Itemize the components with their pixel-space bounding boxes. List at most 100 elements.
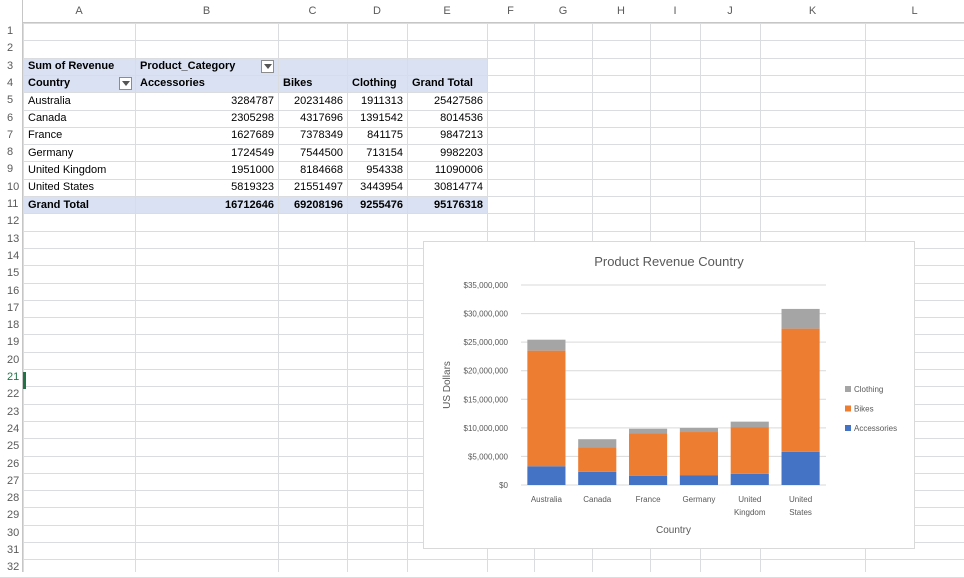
column-gridline [347,0,348,572]
row-header-2[interactable]: 2 [7,42,14,55]
pivot-value-cell[interactable]: 954338 [366,163,403,176]
pivot-value-cell[interactable]: 20231486 [294,94,343,107]
column-header-g[interactable]: G [558,5,568,17]
row-header-14[interactable]: 14 [7,249,20,262]
stacked-bar-chart[interactable]: Product Revenue Country $0 $5,000,000 $10,0… [423,241,915,549]
row-header-28[interactable]: 28 [7,492,20,505]
row-header-19[interactable]: 19 [7,336,20,349]
pivot-value-cell[interactable]: 3284787 [231,94,274,107]
row-header-29[interactable]: 29 [7,509,20,522]
row-header-21[interactable]: 21 [7,371,20,383]
pivot-value-cell[interactable]: 5819323 [231,181,274,194]
legend-label: Clothing [854,385,883,394]
row-header-30[interactable]: 30 [7,526,20,539]
row-header-17[interactable]: 17 [7,301,20,314]
row-header-11[interactable]: 11 [7,198,19,210]
pivot-row-label[interactable]: United States [28,181,95,194]
pivot-row-label[interactable]: Germany [28,146,74,159]
x-tick-label: Canada [583,495,612,504]
pivot-row-label[interactable]: United Kingdom [28,163,107,176]
pivot-value-cell[interactable]: 30814774 [434,181,483,194]
y-tick-label: $0 [499,481,508,490]
row-header-15[interactable]: 15 [7,267,20,280]
row-header-4[interactable]: 4 [7,76,14,89]
row-gridline [0,559,964,561]
row-header-1[interactable]: 1 [7,25,14,37]
row-header-9[interactable]: 9 [7,163,14,176]
row-header-18[interactable]: 18 [7,319,20,332]
row-header-25[interactable]: 25 [7,440,20,453]
pivot-total-cell[interactable]: 9255476 [360,198,403,211]
pivot-value-cell[interactable]: 841175 [367,129,403,142]
pivot-value-cell[interactable]: 11090006 [434,163,483,176]
pivot-col-header[interactable]: Bikes [283,77,313,90]
column-header-k[interactable]: K [808,5,817,17]
row-header-13[interactable]: 13 [7,232,20,245]
column-header-j[interactable]: J [727,5,733,17]
row-header-6[interactable]: 6 [7,111,14,124]
row-header-3[interactable]: 3 [7,59,14,72]
row-filter-dropdown[interactable] [119,76,132,90]
pivot-value-cell[interactable]: 4317696 [300,112,343,124]
row-header-27[interactable]: 27 [7,474,20,487]
row-header-24[interactable]: 24 [7,422,20,435]
bar-segment-clothing [730,421,769,428]
pivot-total-cell[interactable]: 16712646 [225,198,274,211]
row-header-23[interactable]: 23 [7,405,20,418]
pivot-value-cell[interactable]: 8184668 [300,163,343,176]
column-header-c[interactable]: C [308,5,317,17]
column-header-a[interactable]: A [75,5,83,17]
pivot-col-header[interactable]: Accessories [140,77,205,90]
pivot-total-cell[interactable]: 69208196 [294,198,343,211]
column-header-f[interactable]: F [507,5,514,17]
pivot-value-cell[interactable]: 1911313 [360,94,403,107]
pivot-value-cell[interactable]: 7544500 [300,146,343,159]
row-header-20[interactable]: 20 [7,353,20,366]
column-header-b[interactable]: B [202,5,211,17]
row-header-7[interactable]: 7 [7,128,14,141]
row-header-22[interactable]: 22 [7,388,20,401]
column-header-d[interactable]: D [373,5,381,17]
row-header-8[interactable]: 8 [7,146,14,159]
pivot-row-field[interactable]: Country [28,77,71,90]
pivot-column-field[interactable]: Product_Category [140,60,236,73]
row-header-16[interactable]: 16 [7,284,20,297]
row-gridline [0,576,964,578]
row-header-26[interactable]: 26 [7,457,20,470]
pivot-value-label[interactable]: Sum of Revenue [28,60,115,73]
row-header-10[interactable]: 10 [7,180,20,193]
pivot-value-cell[interactable]: 9847213 [440,129,483,142]
pivot-value-cell[interactable]: 9982203 [440,146,483,159]
pivot-col-header[interactable]: Grand Total [412,77,473,90]
pivot-value-cell[interactable]: 21551497 [294,181,343,194]
pivot-value-cell[interactable]: 3443954 [360,181,403,194]
row-header-31[interactable]: 31 [7,544,20,556]
pivot-total-cell[interactable]: 95176318 [434,198,483,211]
row-header-12[interactable]: 12 [7,215,20,228]
pivot-value-cell[interactable]: 1391542 [360,112,403,124]
column-filter-dropdown[interactable] [261,59,274,73]
row-header-5[interactable]: 5 [7,94,14,107]
y-tick-label: $5,000,000 [468,452,509,461]
column-header-h[interactable]: H [617,5,625,17]
pivot-value-cell[interactable]: 25427586 [434,94,483,107]
pivot-total-label[interactable]: Grand Total [28,198,89,211]
pivot-row-label[interactable]: France [28,129,63,142]
bar-segment-clothing [679,427,718,433]
pivot-col-header[interactable]: Clothing [352,77,397,90]
pivot-value-cell[interactable]: 7378349 [300,129,343,142]
row-header-32[interactable]: 32 [7,561,20,574]
pivot-row-label[interactable]: Canada [28,112,67,124]
pivot-value-cell[interactable]: 2305298 [231,112,274,124]
pivot-value-cell[interactable]: 713154 [366,146,403,159]
column-header-l[interactable]: L [911,5,918,17]
column-header-e[interactable]: E [443,5,451,17]
pivot-value-cell[interactable]: 1951000 [231,163,274,176]
pivot-value-cell[interactable]: 8014536 [440,112,483,124]
row-gridline [0,213,964,215]
pivot-value-cell[interactable]: 1627689 [231,129,274,142]
pivot-value-cell[interactable]: 1724549 [231,146,274,159]
bar-segment-accessories [781,451,820,485]
pivot-row-label[interactable]: Australia [28,94,71,107]
column-header-i[interactable]: I [673,5,677,17]
